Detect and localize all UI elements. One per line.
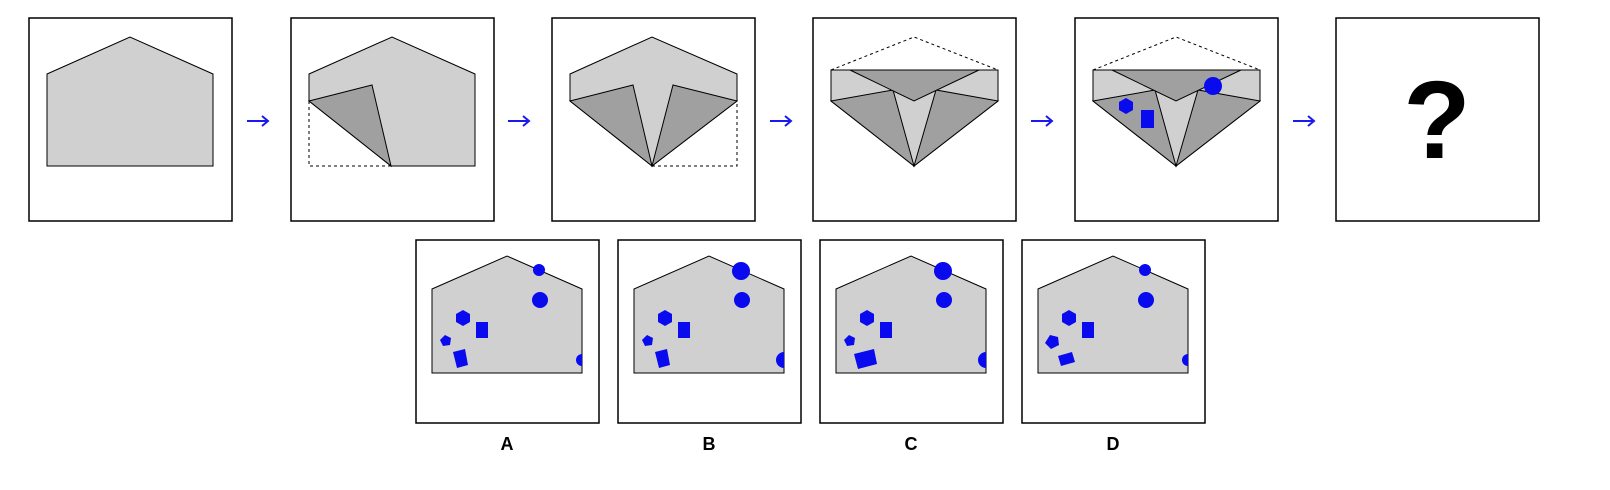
step-5-circle-hole (1204, 77, 1222, 95)
option-c-circle (936, 292, 952, 308)
step-2-folded-flap (307, 84, 392, 168)
option-c-label: C (905, 434, 918, 454)
option-b-label: B (703, 434, 716, 454)
step-4-right-flap (913, 89, 1000, 168)
option-a-half-circle (576, 354, 582, 366)
option-c-pentagon (844, 335, 855, 346)
step-5-right-flap (1175, 89, 1262, 168)
option-c-hexagon (860, 310, 874, 326)
arrow-4 (1031, 115, 1054, 127)
option-b-hexagon (658, 310, 672, 326)
option-c-circle-top (934, 262, 952, 280)
option-b-pentagon (642, 335, 653, 346)
option-d-circle-top (1139, 264, 1151, 276)
option-d-circle (1138, 292, 1154, 308)
option-d[interactable]: D (1021, 239, 1206, 454)
option-c-rectangle (880, 322, 892, 338)
step-3-left-flap (568, 84, 653, 168)
step-5-hexagon-hole (1119, 98, 1133, 114)
option-d-paper (1037, 255, 1189, 374)
question-panel: ? (1335, 17, 1540, 222)
option-c-half-circle (978, 352, 986, 368)
option-b-paper (633, 255, 785, 374)
question-frame (1335, 17, 1540, 222)
option-a-tilted-rectangle (453, 349, 468, 368)
step-5-rectangle-hole (1141, 110, 1154, 128)
option-d-pentagon (1045, 335, 1059, 349)
option-b[interactable]: B (617, 239, 802, 454)
option-b-rectangle (678, 322, 690, 338)
option-c-tilted-rectangle (854, 349, 877, 369)
step-5-panel (1074, 17, 1279, 222)
option-b-half-circle (776, 352, 784, 368)
arrow-2 (508, 115, 531, 127)
step-4-panel (812, 17, 1017, 222)
option-c-paper (835, 255, 987, 374)
step-4-top-flap (849, 69, 980, 102)
option-d-label: D (1107, 434, 1120, 454)
option-c[interactable]: C (819, 239, 1004, 454)
step-2-panel (290, 17, 495, 222)
question-mark: ? (1403, 59, 1470, 182)
option-a-paper (431, 255, 583, 374)
option-a[interactable]: A (415, 239, 600, 454)
step-5-left-flap (1091, 89, 1177, 168)
option-a-circle-top (533, 264, 545, 276)
step-1-paper (46, 36, 214, 167)
step-3-panel (551, 17, 756, 222)
option-a-rectangle (476, 322, 488, 338)
step-1-panel (28, 17, 233, 222)
option-a-pentagon (440, 335, 451, 346)
option-b-tilted-rectangle (655, 349, 670, 368)
option-d-tilted-rectangle (1058, 352, 1075, 366)
option-b-circle-top (732, 262, 750, 280)
step-4-left-flap (829, 89, 915, 168)
arrow-3 (770, 115, 793, 127)
step-3-right-flap (651, 84, 739, 168)
option-a-hexagon (456, 310, 470, 326)
option-a-circle (532, 292, 548, 308)
step-3-dashed-outline (652, 101, 738, 167)
arrow-1 (247, 115, 270, 127)
option-a-label: A (501, 434, 514, 454)
option-d-hexagon (1062, 310, 1076, 326)
option-b-circle (734, 292, 750, 308)
arrow-5 (1293, 115, 1316, 127)
option-d-half-circle (1182, 354, 1188, 366)
option-d-rectangle (1082, 322, 1094, 338)
